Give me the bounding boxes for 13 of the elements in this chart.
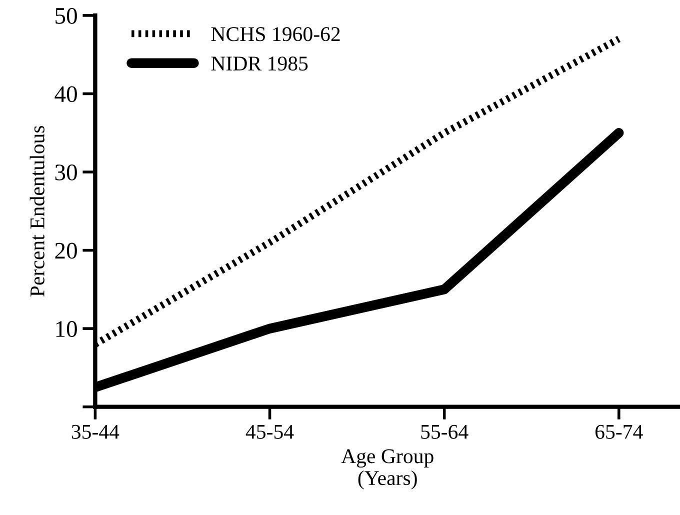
y-tick-label: 30 bbox=[55, 164, 77, 180]
x-axis-title: Age Group (Years) bbox=[341, 449, 434, 490]
y-tick-label: 10 bbox=[56, 321, 77, 337]
x-tick-label: 45-54 bbox=[246, 424, 294, 439]
x-tick-label: 35-44 bbox=[72, 424, 120, 439]
legend-label: NCHS 1960-62 bbox=[211, 27, 340, 42]
x-tick-label: 55-64 bbox=[421, 424, 468, 439]
y-axis-title: Percent Endentulous bbox=[30, 126, 44, 296]
x-tick-label: 65-74 bbox=[595, 424, 643, 439]
legend-label: NIDR 1985 bbox=[211, 56, 308, 71]
y-tick-label: 40 bbox=[54, 86, 77, 102]
y-tick-label: 50 bbox=[56, 8, 77, 24]
y-tick-label: 20 bbox=[55, 242, 77, 259]
